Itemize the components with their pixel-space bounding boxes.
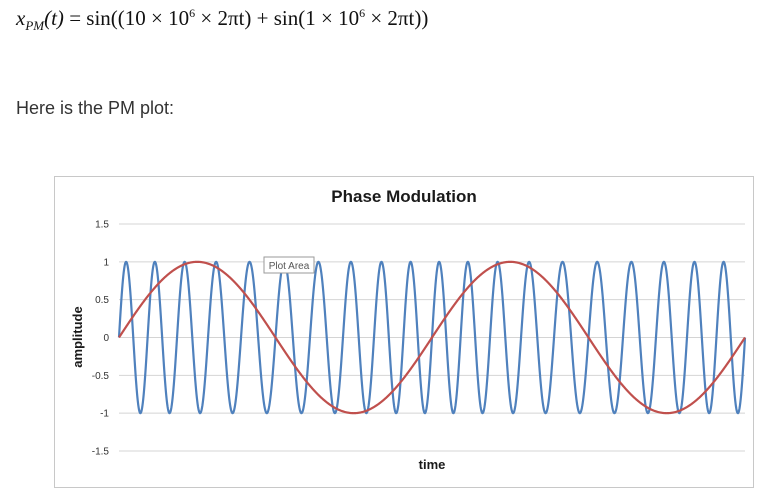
y-tick-label: -0.5 bbox=[92, 371, 110, 382]
formula-symbol: x bbox=[16, 6, 26, 30]
plot-caption: Here is the PM plot: bbox=[16, 98, 175, 118]
formula-part-1: sin((10 × 10 bbox=[86, 6, 190, 30]
y-tick-label: 0 bbox=[103, 333, 109, 344]
formula-exponent-2: 6 bbox=[359, 6, 366, 20]
pm-formula: xPM(t) = sin((10 × 106 × 2πt) + sin(1 × … bbox=[16, 6, 428, 34]
plot-area-tag-text: Plot Area bbox=[269, 261, 310, 272]
series-group bbox=[117, 260, 747, 415]
formula-subscript: PM bbox=[25, 18, 45, 34]
y-tick-label: -1 bbox=[100, 409, 109, 420]
y-tick-label: 1.5 bbox=[95, 220, 109, 231]
y-tick-label: 0.5 bbox=[95, 295, 109, 306]
y-tick-labels: 1.5 1 0.5 0 -0.5 -1 -1.5 bbox=[92, 220, 110, 458]
formula-part-3: × 2πt)) bbox=[365, 6, 429, 30]
formula-part-2: × 2πt) + sin(1 × 10 bbox=[195, 6, 360, 30]
formula-equals: = bbox=[63, 6, 87, 30]
pm-chart: 1.5 1 0.5 0 -0.5 -1 -1.5 Phase Modulation ampl… bbox=[70, 187, 747, 472]
y-tick-label: -1.5 bbox=[92, 447, 110, 458]
formula-exponent-1: 6 bbox=[189, 6, 196, 20]
formula-argument: (t) bbox=[44, 6, 64, 30]
plot-area-tag: Plot Area bbox=[263, 256, 315, 274]
chart-title: Phase Modulation bbox=[331, 187, 476, 206]
y-tick-label: 1 bbox=[103, 257, 109, 268]
y-axis-label: amplitude bbox=[70, 306, 85, 367]
x-axis-label: time bbox=[419, 457, 446, 472]
message-signal-line bbox=[118, 260, 746, 415]
chart-frame: 1.5 1 0.5 0 -0.5 -1 -1.5 Phase Modulation ampl… bbox=[54, 176, 754, 488]
